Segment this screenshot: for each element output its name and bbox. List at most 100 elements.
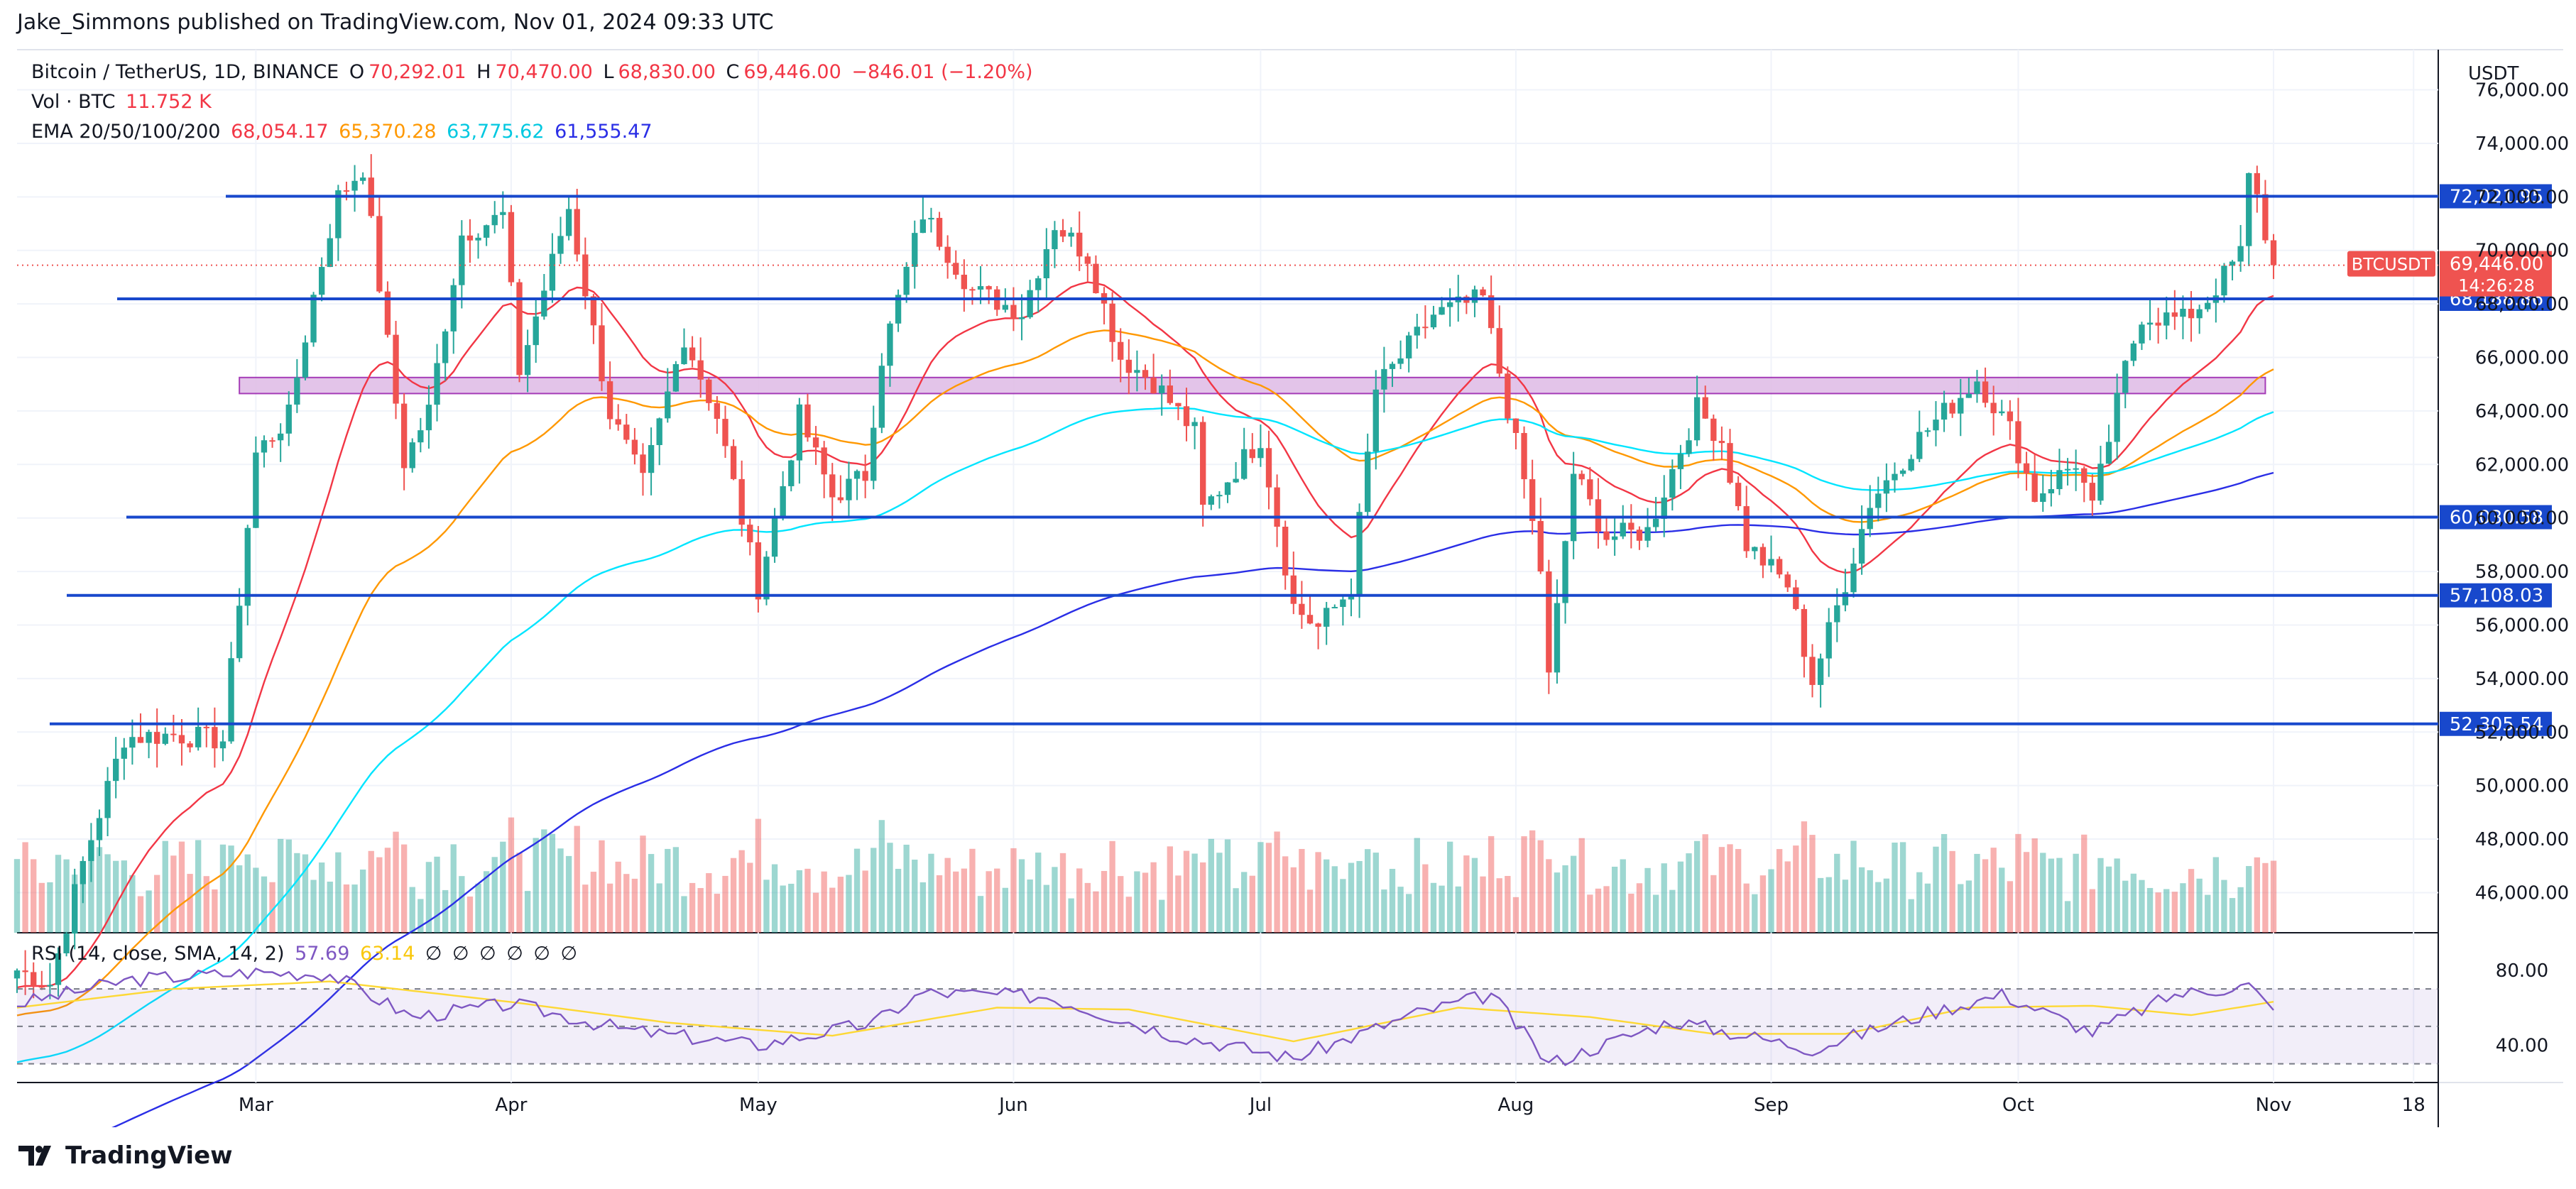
volume-bar (862, 870, 868, 933)
volume-bar (146, 890, 152, 933)
candle-body (1578, 473, 1585, 480)
rsi-empty-4: ∅ (506, 943, 523, 965)
volume-bar (1175, 875, 1181, 933)
candle-body (665, 391, 671, 419)
volume-bar (1290, 867, 1297, 933)
candle-body (706, 379, 712, 403)
volume-bar (1636, 883, 1643, 933)
volume-bar (1324, 859, 1330, 933)
volume-bar (1274, 831, 1280, 933)
volume-bar (1043, 884, 1050, 933)
candle-body (2163, 312, 2170, 326)
price-tick-label: 72,000.00 (2475, 187, 2569, 208)
candle-body (146, 732, 152, 743)
volume-bar (400, 844, 408, 933)
candle-body (1521, 432, 1527, 480)
volume-bar (2023, 852, 2030, 933)
candle-body (1183, 406, 1190, 427)
candle-body (2056, 470, 2063, 490)
candle-body (1892, 473, 1898, 481)
price-tick-label: 56,000.00 (2475, 615, 2569, 636)
volume-bar (714, 894, 721, 933)
volume-bar (1422, 864, 1429, 933)
candle-body (2188, 308, 2195, 319)
candle-body (1118, 341, 1124, 360)
volume-bar (706, 873, 712, 933)
volume-bar (434, 856, 440, 933)
time-tick-label: Nov (2256, 1095, 2292, 1116)
volume-bar (606, 883, 613, 933)
time-tick-label: Aug (1498, 1095, 1534, 1116)
candle-body (804, 404, 811, 438)
candle-body (483, 225, 490, 238)
candle-body (475, 237, 481, 241)
volume-bar (31, 859, 37, 933)
volume-bar (327, 882, 333, 933)
volume-bar (1587, 894, 1593, 933)
candle-body (294, 377, 300, 405)
volume-bar (1496, 878, 1502, 933)
volume-bar (1933, 846, 1939, 933)
candle-body (1793, 587, 1799, 609)
candle-body (796, 404, 803, 461)
volume-bar (63, 859, 70, 933)
volume-bar (1191, 853, 1198, 933)
candle-body (1784, 574, 1791, 588)
volume-bar (738, 850, 745, 933)
volume-bar (919, 882, 927, 933)
candle-body (1949, 402, 1955, 414)
volume-bar (2196, 878, 2203, 933)
price-chart[interactable]: 72,021.9568,188.8660,030.5857,108.0352,3… (0, 44, 2576, 1157)
candle-body (1858, 529, 1865, 564)
level-price-label: 72,021.95 (2450, 187, 2543, 208)
volume-bar (302, 854, 309, 933)
candle-body (1241, 449, 1248, 479)
horizontal-levels[interactable]: 72,021.9568,188.8660,030.5857,108.0352,3… (17, 184, 2552, 736)
candle-body (1924, 430, 1931, 432)
candle-body (1933, 420, 1939, 431)
volume-label: Vol · BTC (31, 91, 116, 113)
volume-bar (2262, 862, 2269, 933)
volume-bar (1216, 853, 1223, 933)
candle-body (1801, 608, 1808, 657)
candle-body (1274, 487, 1280, 527)
candle-body (335, 190, 342, 239)
candle-body (508, 212, 515, 283)
candle-body (1512, 418, 1519, 433)
volume-bar (1546, 859, 1552, 933)
volume-bar (1505, 875, 1511, 933)
candle-body (1834, 605, 1840, 623)
candle-body (47, 985, 53, 987)
tradingview-footer[interactable]: TradingView (17, 1141, 233, 1170)
volume-bar (1570, 855, 1577, 933)
ema-legend: EMA 20/50/100/200 68,054.17 65,370.28 63… (31, 121, 657, 143)
candle-body (1439, 307, 1445, 315)
candle-body (689, 347, 696, 361)
candle-body (606, 381, 613, 420)
volume-bar (1595, 888, 1602, 933)
volume-bar (2097, 857, 2104, 933)
volume-bar (681, 896, 687, 933)
candle-body (1883, 480, 1890, 494)
candle-body (1710, 418, 1717, 442)
candle-body (1718, 441, 1725, 444)
ema50-value: 65,370.28 (339, 121, 437, 143)
volume-bar (425, 862, 432, 933)
volume-bar (763, 880, 770, 933)
volume-bar (2048, 858, 2055, 933)
volume-bar (1372, 853, 1379, 933)
candle-body (582, 254, 589, 297)
volume-bar (1965, 880, 1972, 933)
high-value: 70,470.00 (495, 61, 593, 83)
volume-bar (1200, 862, 1206, 933)
volume-bar (1480, 876, 1486, 933)
volume-bar (1793, 845, 1799, 933)
chart-frame[interactable]: 72,021.95 68,188.86 60,030.58 57,108.03 52,3… (0, 44, 2576, 1157)
candle-body (1759, 547, 1767, 566)
level-price-badge (2440, 184, 2552, 209)
rsi-sma-line (16, 980, 2274, 1043)
volume-bar (541, 829, 547, 933)
candle-body (244, 527, 251, 606)
candle-body (516, 282, 523, 376)
volume-bar (812, 892, 819, 933)
